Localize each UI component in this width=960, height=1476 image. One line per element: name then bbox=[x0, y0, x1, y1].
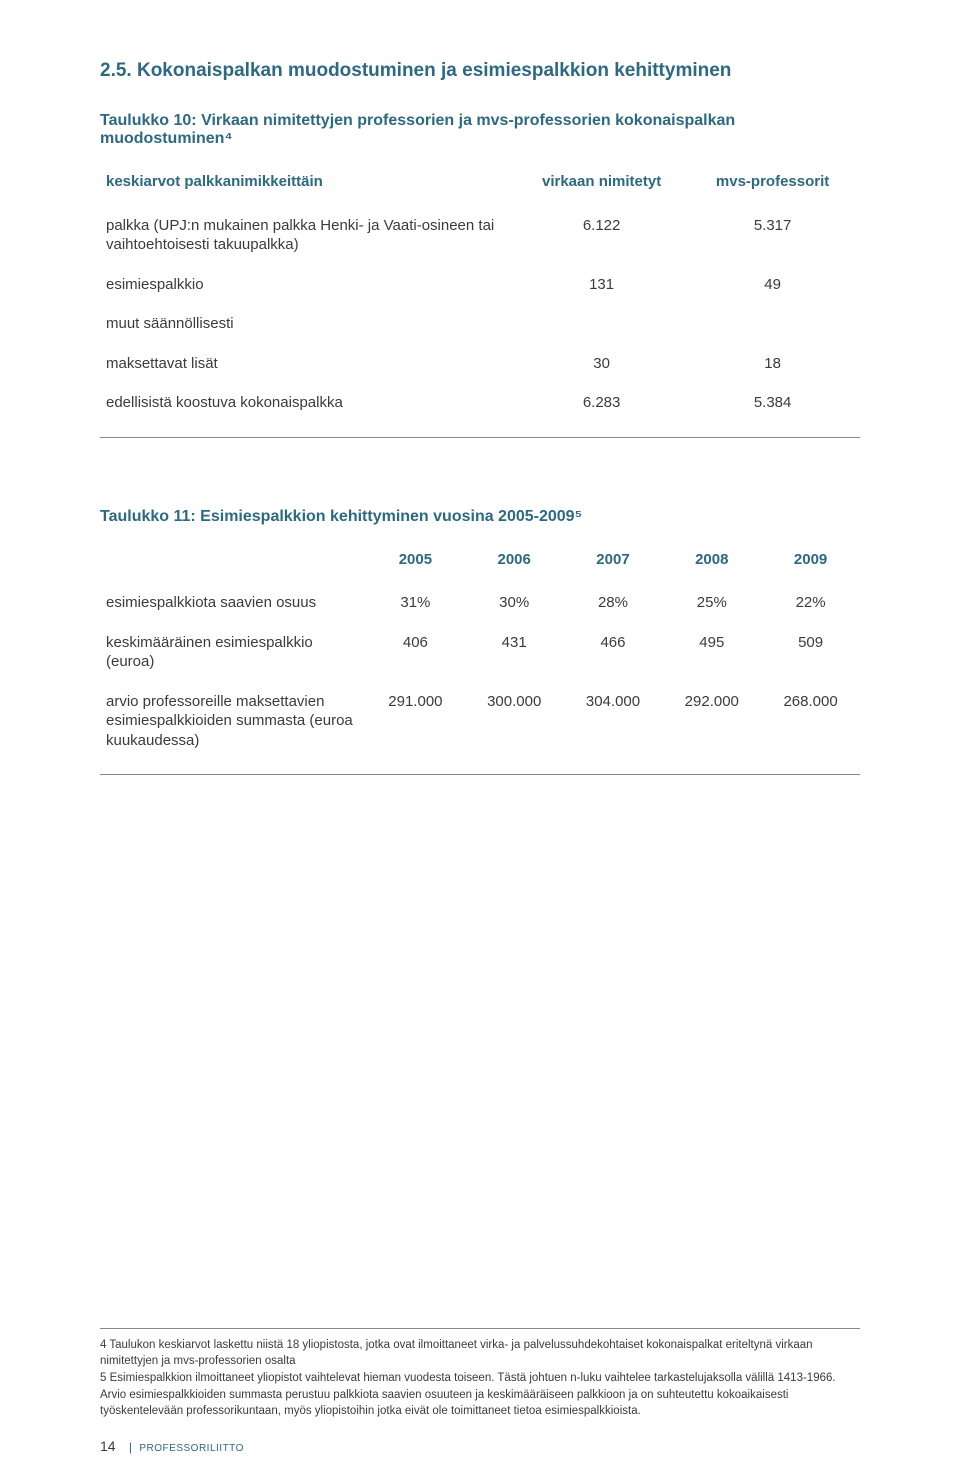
table11-r2-c2: 304.000 bbox=[564, 682, 663, 761]
table-row: esimiespalkkiota saavien osuus 31% 30% 2… bbox=[100, 583, 860, 623]
table10-r3-c1: 30 bbox=[518, 344, 685, 384]
table-row: keskimääräinen esimiespalkkio (euroa) 40… bbox=[100, 623, 860, 682]
table11-divider bbox=[100, 774, 860, 775]
table10-header-col2: mvs-professorit bbox=[685, 162, 860, 206]
table11-year0: 2005 bbox=[366, 540, 465, 584]
footnote-5: 5 Esimiespalkkion ilmoittaneet yliopisto… bbox=[100, 1370, 860, 1420]
table11-year1: 2006 bbox=[465, 540, 564, 584]
table11-r2-label: arvio professoreille maksettavien esimie… bbox=[100, 682, 366, 761]
table11-r2-c1: 300.000 bbox=[465, 682, 564, 761]
table11-r0-c3: 25% bbox=[662, 583, 761, 623]
table10-r2-label: muut säännöllisesti bbox=[100, 304, 518, 344]
table11-r0-c2: 28% bbox=[564, 583, 663, 623]
table10-r3-label: maksettavat lisät bbox=[100, 344, 518, 384]
table-row: muut säännöllisesti bbox=[100, 304, 860, 344]
table11-r1-label: keskimääräinen esimiespalkkio (euroa) bbox=[100, 623, 366, 682]
footnotes-block: 4 Taulukon keskiarvot laskettu niistä 18… bbox=[100, 1328, 860, 1420]
table10: keskiarvot palkkanimikkeittäin virkaan n… bbox=[100, 162, 860, 423]
table11: 2005 2006 2007 2008 2009 esimiespalkkiot… bbox=[100, 540, 860, 761]
table10-r2-c1 bbox=[518, 304, 685, 344]
table11-year3: 2008 bbox=[662, 540, 761, 584]
footer-brand: PROFESSORILIITTO bbox=[139, 1443, 244, 1454]
table10-r4-c2: 5.384 bbox=[685, 383, 860, 423]
table10-r1-label: esimiespalkkio bbox=[100, 265, 518, 305]
table10-r2-c2 bbox=[685, 304, 860, 344]
table11-r1-c0: 406 bbox=[366, 623, 465, 682]
table11-year4: 2009 bbox=[761, 540, 860, 584]
table10-divider bbox=[100, 437, 860, 438]
table10-r4-label: edellisistä koostuva kokonaispalkka bbox=[100, 383, 518, 423]
footnote-4: 4 Taulukon keskiarvot laskettu niistä 18… bbox=[100, 1337, 860, 1370]
table11-r1-c3: 495 bbox=[662, 623, 761, 682]
page-footer: 14 | PROFESSORILIITTO bbox=[100, 1438, 244, 1454]
table11-r1-c2: 466 bbox=[564, 623, 663, 682]
page-number: 14 bbox=[100, 1438, 116, 1454]
table-row: esimiespalkkio 131 49 bbox=[100, 265, 860, 305]
table11-title: Taulukko 11: Esimiespalkkion kehittymine… bbox=[100, 508, 860, 526]
table11-r0-label: esimiespalkkiota saavien osuus bbox=[100, 583, 366, 623]
table-row: edellisistä koostuva kokonaispalkka 6.28… bbox=[100, 383, 860, 423]
table11-r0-c1: 30% bbox=[465, 583, 564, 623]
table-row: palkka (UPJ:n mukainen palkka Henki- ja … bbox=[100, 206, 860, 265]
table10-r1-c2: 49 bbox=[685, 265, 860, 305]
table10-r0-label: palkka (UPJ:n mukainen palkka Henki- ja … bbox=[100, 206, 518, 265]
table11-r1-c4: 509 bbox=[761, 623, 860, 682]
table10-r0-c1: 6.122 bbox=[518, 206, 685, 265]
table10-r0-c2: 5.317 bbox=[685, 206, 860, 265]
table11-r0-c0: 31% bbox=[366, 583, 465, 623]
table11-r2-c4: 268.000 bbox=[761, 682, 860, 761]
table11-r1-c1: 431 bbox=[465, 623, 564, 682]
table10-r1-c1: 131 bbox=[518, 265, 685, 305]
section-title: 2.5. Kokonaispalkan muodostuminen ja esi… bbox=[100, 60, 860, 82]
table11-r2-c3: 292.000 bbox=[662, 682, 761, 761]
footer-divider: | bbox=[129, 1440, 132, 1454]
table11-year2: 2007 bbox=[564, 540, 663, 584]
table10-title: Taulukko 10: Virkaan nimitettyjen profes… bbox=[100, 112, 860, 148]
table-row: arvio professoreille maksettavien esimie… bbox=[100, 682, 860, 761]
table11-r0-c4: 22% bbox=[761, 583, 860, 623]
table10-header-rowlabel: keskiarvot palkkanimikkeittäin bbox=[100, 162, 518, 206]
table-row: maksettavat lisät 30 18 bbox=[100, 344, 860, 384]
table10-r3-c2: 18 bbox=[685, 344, 860, 384]
table10-r4-c1: 6.283 bbox=[518, 383, 685, 423]
table10-header-col1: virkaan nimitetyt bbox=[518, 162, 685, 206]
table11-r2-c0: 291.000 bbox=[366, 682, 465, 761]
